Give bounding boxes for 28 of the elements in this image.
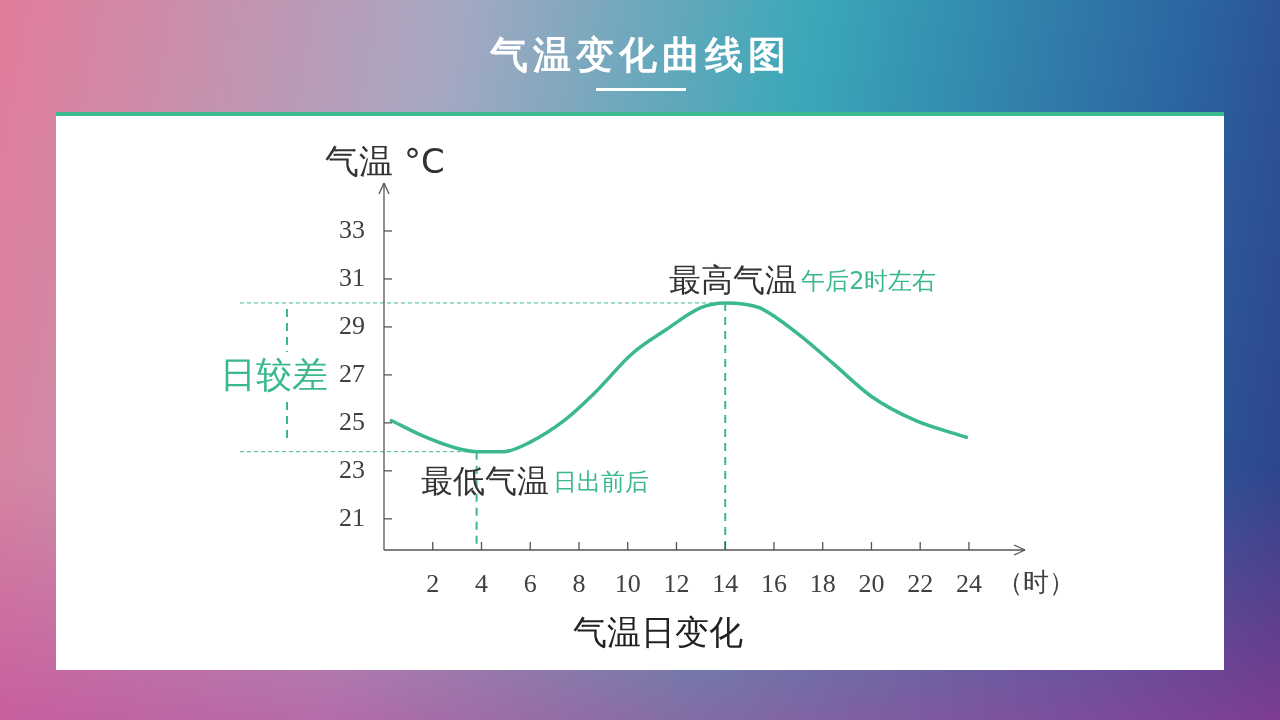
annotation: 午后2时左右 (801, 266, 937, 295)
x-tick-label: 16 (760, 569, 787, 599)
y-tick-label: 23 (339, 454, 365, 484)
x-tick-label: 12 (663, 569, 690, 599)
x-tick-label: 10 (614, 569, 641, 599)
y-tick-label: 33 (339, 214, 365, 244)
y-axis-title: 气温 °C (325, 141, 445, 181)
x-tick-label: 22 (907, 569, 934, 599)
x-tick-label: 14 (712, 569, 739, 599)
annotation: 最低气温 (420, 461, 549, 500)
x-tick-label: 24 (955, 569, 982, 599)
annotation: 最高气温 (669, 260, 798, 299)
x-tick-label: 2 (426, 569, 440, 599)
x-axis-title: （时） (996, 567, 1075, 597)
y-tick-label: 27 (339, 358, 365, 388)
y-tick-label: 21 (339, 502, 365, 532)
y-tick-label: 29 (339, 310, 365, 340)
x-tick-label: 20 (858, 569, 885, 599)
x-tick-label: 6 (523, 569, 537, 599)
x-tick-label: 8 (572, 569, 586, 599)
text: 日较差 (220, 353, 328, 395)
annotation: 日出前后 (552, 467, 649, 496)
chart-title: 气温变化曲线图 (488, 32, 792, 79)
y-tick-label: 31 (339, 262, 365, 292)
text: 气温日变化 (572, 611, 743, 652)
x-tick-label: 4 (474, 569, 488, 599)
x-tick-label: 18 (809, 569, 836, 599)
y-tick-label: 25 (339, 406, 365, 436)
